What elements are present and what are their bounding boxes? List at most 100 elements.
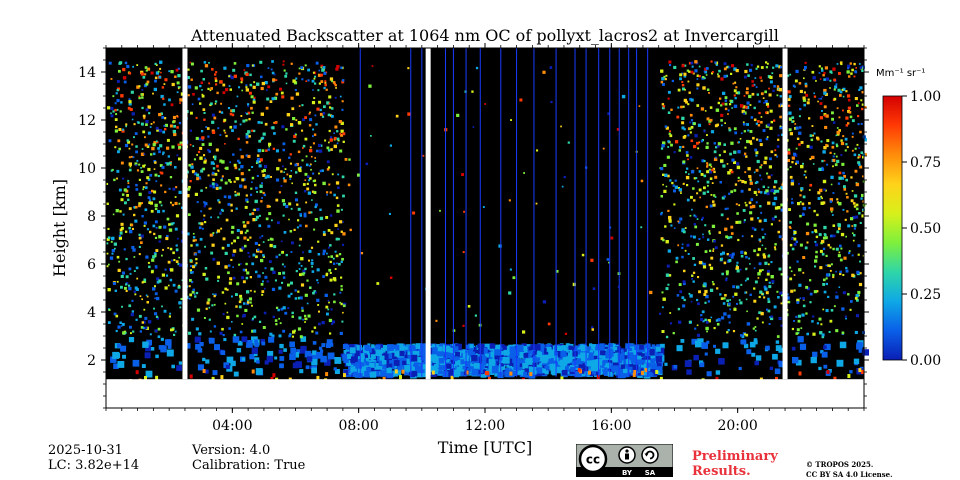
backscatter-pixel [861,107,864,111]
backscatter-pixel [126,64,130,69]
backscatter-pixel [723,62,727,66]
backscatter-pixel [404,365,411,372]
backscatter-pixel [326,146,330,150]
backscatter-pixel [243,236,247,240]
backscatter-pixel [108,139,112,143]
backscatter-pixel [143,308,146,311]
backscatter-pixel [744,181,747,184]
backscatter-pixel [342,140,345,143]
backscatter-pixel [467,305,471,308]
backscatter-pixel [706,164,709,167]
backscatter-pixel [718,69,721,73]
backscatter-pixel [687,158,689,161]
backscatter-pixel [705,321,709,324]
backscatter-pixel [742,105,746,109]
backscatter-pixel [824,125,828,129]
backscatter-pixel [308,259,310,262]
backscatter-pixel [678,188,682,192]
backscatter-pixel [274,319,278,322]
backscatter-pixel [261,341,266,346]
backscatter-pixel [309,177,312,180]
backscatter-pixel [738,220,742,224]
backscatter-pixel [161,273,165,277]
backscatter-pixel [111,252,114,255]
backscatter-pixel [282,202,286,206]
backscatter-pixel [795,162,797,165]
backscatter-pixel [446,368,452,374]
backscatter-pixel [262,191,265,195]
backscatter-pixel [139,295,142,297]
backscatter-pixel [128,287,132,291]
backscatter-pixel [845,116,849,120]
backscatter-pixel [274,97,276,100]
backscatter-pixel [320,80,324,83]
backscatter-pixel [710,166,713,168]
backscatter-pixel [141,89,144,91]
backscatter-pixel [673,227,676,229]
backscatter-pixel [715,108,720,112]
backscatter-pixel [117,150,120,154]
backscatter-pixel [311,330,314,333]
backscatter-pixel [396,369,401,374]
backscatter-pixel [176,115,178,117]
backscatter-pixel [701,310,705,314]
backscatter-pixel [800,164,804,169]
backscatter-pixel [207,135,210,138]
backscatter-pixel [329,260,332,264]
backscatter-pixel [759,143,763,147]
backscatter-pixel [613,361,620,368]
backscatter-pixel [381,353,389,361]
backscatter-pixel [202,357,206,362]
backscatter-pixel [786,74,790,77]
backscatter-pixel [245,135,249,139]
backscatter-pixel [149,201,153,205]
backscatter-pixel [225,218,229,222]
backscatter-pixel [142,320,146,324]
backscatter-pixel [668,215,672,220]
backscatter-pixel [217,275,220,279]
backscatter-pixel [804,61,807,64]
backscatter-pixel [340,133,344,137]
backscatter-pixel [291,315,294,318]
backscatter-pixel [233,371,239,377]
backscatter-pixel [160,204,163,207]
backscatter-pixel [711,71,714,73]
backscatter-pixel [336,65,340,69]
backscatter-pixel [854,330,858,334]
backscatter-pixel [190,111,193,115]
backscatter-pixel [202,108,206,111]
backscatter-pixel [689,156,693,159]
backscatter-pixel [819,266,823,270]
backscatter-pixel [260,283,264,286]
backscatter-pixel [768,285,772,289]
backscatter-pixel [681,116,685,120]
backscatter-pixel [858,153,860,156]
backscatter-pixel [116,169,120,173]
backscatter-pixel [320,66,323,69]
backscatter-pixel [793,230,797,234]
backscatter-pixel [239,184,243,188]
backscatter-pixel [753,299,757,303]
backscatter-pixel [832,192,835,194]
backscatter-pixel [832,247,835,251]
backscatter-pixel [662,105,666,108]
backscatter-pixel [814,240,817,243]
backscatter-pixel [695,242,699,246]
backscatter-pixel [245,344,249,348]
backscatter-pixel [136,159,139,162]
backscatter-pixel [836,201,839,204]
backscatter-pixel [431,344,436,349]
backscatter-pixel [699,360,704,365]
backscatter-pixel [667,283,670,286]
backscatter-pixel [858,349,862,353]
backscatter-pixel [170,164,172,166]
backscatter-pixel [137,121,140,124]
backscatter-pixel [765,291,769,295]
backscatter-pixel [295,171,298,174]
backscatter-pixel [193,158,196,161]
backscatter-pixel [107,288,111,292]
backscatter-pixel [797,332,800,334]
backscatter-pixel [544,370,549,375]
backscatter-pixel [312,172,315,175]
backscatter-pixel [279,322,282,325]
